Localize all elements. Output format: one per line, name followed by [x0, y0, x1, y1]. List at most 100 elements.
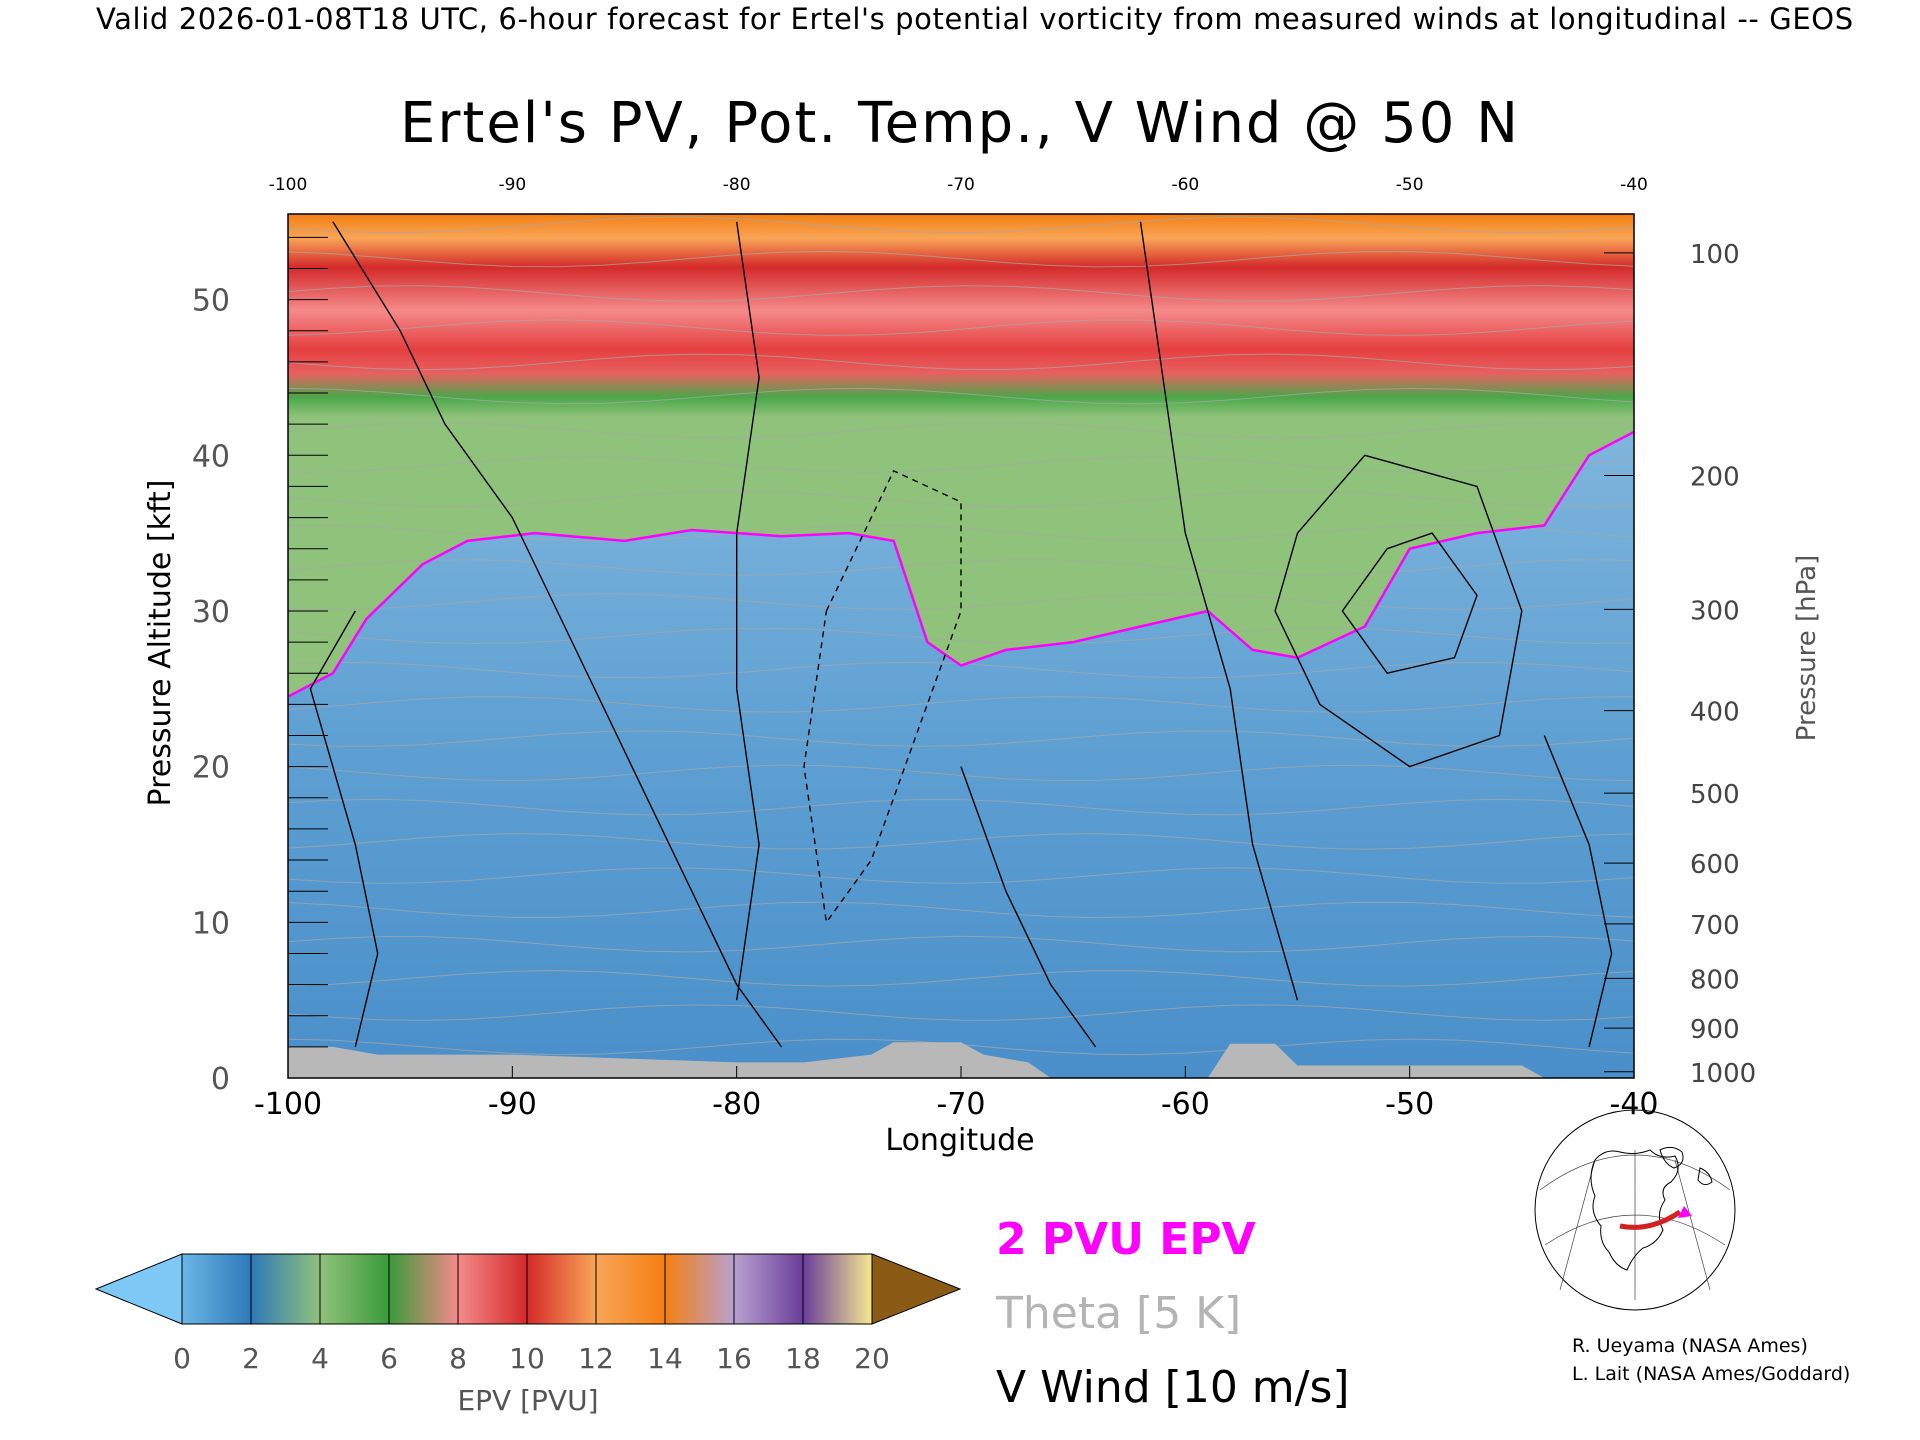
- colorbar-tick-label: 18: [785, 1342, 821, 1375]
- theta-line: [287, 250, 1635, 268]
- wind-contour: [309, 610, 379, 1048]
- colorbar: 0 2 4 6 8 10 12 14 16 18 20: [94, 1253, 962, 1375]
- x-axis-label: Longitude: [885, 1123, 1034, 1158]
- wind-contour-negative: [803, 469, 962, 925]
- wind-contour: [1274, 454, 1523, 768]
- theta-line: [287, 627, 1635, 645]
- wind-contour: [1341, 532, 1478, 674]
- inset-track: [1619, 1209, 1682, 1230]
- x-tick-label: -50: [1385, 1087, 1434, 1122]
- colorbar-tick-label: 4: [311, 1342, 329, 1375]
- y-tick-label: 40: [192, 439, 230, 474]
- inset-track-arrow: [1678, 1206, 1692, 1218]
- x-tick-label: -70: [937, 1087, 986, 1122]
- wind-contour: [736, 221, 760, 1001]
- wind-contour: [1543, 735, 1613, 1048]
- theta-line: [287, 456, 1635, 473]
- x-top-tick-label: -40: [1620, 175, 1648, 195]
- colorbar-tick-label: 16: [716, 1342, 752, 1375]
- pressure-tick-label: 200: [1690, 463, 1740, 493]
- y-tick-label: 30: [192, 595, 230, 630]
- y2-axis-label: Pressure [hPa]: [1792, 555, 1822, 742]
- x-top-tick-label: -50: [1396, 175, 1424, 195]
- colorbar-label: EPV [PVU]: [457, 1384, 598, 1417]
- theta-line: [287, 696, 1635, 713]
- y-tick-label: 0: [211, 1062, 230, 1097]
- theta-contours: [287, 216, 1635, 1056]
- y-tick-label: 10: [192, 906, 230, 941]
- wind-contour: [332, 221, 783, 1048]
- legend-pvu: 2 PVU EPV: [996, 1214, 1256, 1265]
- colorbar-under-arrow: [94, 1253, 183, 1325]
- theta-line: [287, 285, 1635, 302]
- colorbar-tick-label: 8: [449, 1342, 467, 1375]
- surface-terrain: [288, 1042, 1634, 1078]
- colorbar-tick-label: 6: [380, 1342, 398, 1375]
- v-wind-contours: [309, 221, 1613, 1048]
- theta-line: [287, 798, 1635, 816]
- credit-line-2: L. Lait (NASA Ames/Goddard): [1572, 1363, 1851, 1385]
- credits: R. Ueyama (NASA Ames) L. Lait (NASA Ames…: [1572, 1332, 1850, 1388]
- pressure-tick-label: 700: [1690, 911, 1740, 941]
- theta-line: [287, 422, 1635, 439]
- wind-contour: [1139, 221, 1299, 1001]
- legend-wind: V Wind [10 m/s]: [996, 1362, 1350, 1413]
- pressure-tick-label: 600: [1690, 850, 1740, 880]
- colorbar-tick-label: 10: [509, 1342, 545, 1375]
- x-tick-label: -90: [488, 1087, 537, 1122]
- theta-line: [287, 661, 1635, 679]
- stratosphere-fill: [288, 214, 1634, 697]
- x-tick-label: -40: [1610, 1087, 1659, 1122]
- x-tick-label: -80: [712, 1087, 761, 1122]
- theta-line: [287, 833, 1635, 850]
- theta-line: [287, 935, 1635, 953]
- header-text: Valid 2026-01-08T18 UTC, 6-hour forecast…: [96, 2, 1854, 36]
- theta-line: [287, 353, 1635, 371]
- colorbar-tick-label: 2: [242, 1342, 260, 1375]
- theta-line: [287, 1004, 1635, 1021]
- theta-line: [287, 319, 1635, 336]
- theta-line: [287, 730, 1635, 747]
- inset-coastlines: [1590, 1146, 1713, 1271]
- pressure-axis-ticks: 100 200 300 400 500 600 700 800 900 1000: [1604, 240, 1756, 1089]
- theta-line: [287, 901, 1635, 919]
- colorbar-over-arrow: [871, 1253, 962, 1325]
- colorbar-tick-label: 0: [173, 1342, 191, 1375]
- x-top-tick-label: -60: [1171, 175, 1199, 195]
- wind-contour: [960, 766, 1097, 1048]
- x-tick-label: -60: [1161, 1087, 1210, 1122]
- inset-globe-outline: [1534, 1109, 1736, 1311]
- theta-line: [287, 867, 1635, 884]
- inset-map: [1534, 1109, 1736, 1311]
- chart-title: Ertel's PV, Pot. Temp., V Wind @ 50 N: [400, 91, 1520, 156]
- x-top-tick-label: -80: [723, 175, 751, 195]
- x-top-tick-label: -90: [498, 175, 526, 195]
- credit-line-1: R. Ueyama (NASA Ames): [1572, 1335, 1808, 1357]
- y-tick-label: 20: [192, 751, 230, 786]
- pressure-tick-label: 100: [1690, 240, 1740, 270]
- x-tick-label: -100: [254, 1087, 322, 1122]
- pressure-tick-label: 800: [1690, 965, 1740, 995]
- y-tick-label: 50: [192, 284, 230, 319]
- pressure-tick-label: 300: [1690, 596, 1740, 626]
- x-top-axis-ticks: -100 -90 -80 -70 -60 -50 -40: [269, 175, 1648, 195]
- x-top-tick-label: -100: [269, 175, 308, 195]
- x-axis-ticks: -100 -90 -80 -70 -60 -50 -40: [254, 1066, 1659, 1122]
- pressure-tick-label: 400: [1690, 698, 1740, 728]
- theta-line: [287, 216, 1635, 234]
- pressure-tick-label: 900: [1690, 1015, 1740, 1045]
- pressure-tick-label: 1000: [1690, 1059, 1756, 1089]
- pressure-tick-label: 500: [1690, 780, 1740, 810]
- theta-line: [287, 387, 1635, 405]
- pvu2-contour: [287, 430, 1635, 698]
- plot-area: [287, 213, 1635, 1079]
- x-top-tick-label: -70: [947, 175, 975, 195]
- troposphere-fill: [288, 431, 1634, 1078]
- y-axis-label: Pressure Altitude [kft]: [143, 480, 178, 807]
- legend-theta: Theta [5 K]: [995, 1288, 1241, 1339]
- colorbar-tick-label: 14: [647, 1342, 683, 1375]
- y-axis-ticks: 0 10 20 30 40 50: [192, 236, 328, 1097]
- colorbar-tick-label: 12: [578, 1342, 614, 1375]
- colorbar-tick-label: 20: [854, 1342, 890, 1375]
